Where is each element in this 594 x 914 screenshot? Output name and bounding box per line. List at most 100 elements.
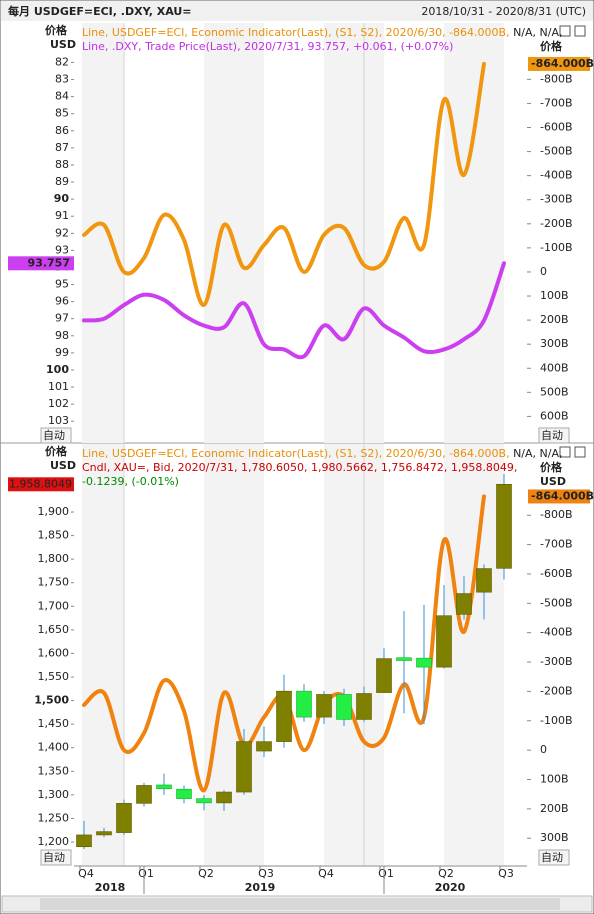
candle-body [376,658,392,693]
x-tick-label: Q4 [78,867,94,880]
left-axis-unit: USD [50,38,76,51]
scroll-thumb[interactable] [40,898,560,910]
line-series [82,494,486,793]
x-tick-label: Q1 [378,867,394,880]
y2-tick-label: 0 [540,743,547,756]
quarter-band [444,23,504,443]
y2-tick-label: -100B [540,714,573,727]
candle-body [236,741,252,793]
y2-tick-label: -800B [540,508,573,521]
panel-buttons[interactable] [559,25,586,458]
candle-body [356,693,372,720]
legend-text: Line, USDGEF=ECI, Economic Indicator(Las… [82,447,510,460]
y-tick-label: 82 [55,55,69,68]
y-tick-label: 85 [55,107,69,120]
auto-button[interactable] [538,849,570,866]
x-tick-label: Q2 [438,867,454,880]
candle-body [396,657,412,661]
y2-tick-label: 100B [540,289,569,302]
auto-button-label[interactable]: 自动 [541,429,563,442]
legend-line: Line, USDGEF=ECI, Economic Indicator(Las… [82,26,562,39]
y-tick-label: 1,900 [38,505,70,518]
x-group-label: 2020 [435,881,466,894]
left-axis-unit: USD [50,459,76,472]
y2-tick-label: -200B [540,684,573,697]
last-value-box [8,477,74,492]
quarter-band [324,23,384,443]
y2-tick-label: -600B [540,121,573,134]
y2-tick-label: -300B [540,193,573,206]
legend-line: Cndl, XAU=, Bid, 2020/7/31, 1,780.6050, … [82,461,517,474]
y-tick-label: 99 [55,346,69,359]
y-tick-label: 103 [48,414,69,427]
y-tick-label: 1,500 [34,694,69,707]
x-group-label: 2018 [95,881,126,894]
y-tick-label: 1,750 [38,576,70,589]
x-tick-label: Q4 [318,867,334,880]
y2-tick-label: -800B [540,72,573,85]
y2-tick-label: -300B [540,655,573,668]
y2-tick-label: -500B [540,596,573,609]
candle-body [256,741,272,752]
x-tick-label: Q3 [258,867,274,880]
auto-button-label[interactable]: 自动 [43,851,65,864]
y-tick-label: 96 [55,295,69,308]
restore-button[interactable] [559,25,571,37]
x-group-label: 2019 [245,881,276,894]
title-bar [1,1,593,21]
line-series [82,261,506,360]
y-tick-label: 1,250 [38,811,70,824]
y-tick-label: 101 [48,380,69,393]
y-tick-label: 98 [55,329,69,342]
candle-body [276,690,292,742]
quarter-band [204,23,264,443]
y-tick-label: 84 [55,90,69,103]
close-button[interactable] [574,25,586,37]
y2-tick-label: -600B [540,567,573,580]
y2-tick-label: 600B [540,409,569,422]
y-tick-label: 1,850 [38,529,70,542]
legend-line: -0.1239, (-0.01%) [82,475,179,488]
candle-body [436,615,452,668]
candle-body [456,593,472,615]
y-tick-label: 1,600 [38,646,70,659]
restore-button[interactable] [559,446,571,458]
y-tick-label: 91 [55,209,69,222]
candle-body [156,784,172,790]
auto-button[interactable] [40,849,72,866]
line-series [82,61,486,307]
x-tick-label: Q1 [138,867,154,880]
y-tick-label: 88 [55,158,69,171]
quarter-band [82,444,124,865]
auto-button-label[interactable]: 自动 [541,851,563,864]
y2-tick-label: -700B [540,538,573,551]
auto-button-label[interactable]: 自动 [43,429,65,442]
legend-line: Line, USDGEF=ECI, Economic Indicator(Las… [82,447,562,460]
last-value-box [8,256,74,271]
last-value-label: 1,958.8049 [9,477,72,490]
last-value-label: 93.757 [28,256,70,269]
candle-body [476,568,492,593]
y-tick-label: 1,650 [38,623,70,636]
legend-text: N/A, N/A, [510,26,563,39]
y-tick-label: 1,200 [38,835,70,848]
candle-body [176,788,192,799]
y-tick-label: 1,450 [38,717,70,730]
last-value-box [528,56,590,71]
legend-text: Line, USDGEF=ECI, Economic Indicator(Las… [82,26,510,39]
auto-button[interactable] [40,427,72,444]
auto-button[interactable] [538,427,570,444]
x-tick-label: Q2 [198,867,214,880]
close-button[interactable] [574,446,586,458]
candle-body [216,791,232,804]
y-tick-label: 100 [46,363,69,376]
y-tick-label: 1,550 [38,670,70,683]
y2-tick-label: -200B [540,217,573,230]
right-axis-unit: USD [540,475,566,488]
left-axis-title: 价格 [45,23,68,37]
y2-tick-label: 0 [540,265,547,278]
y2-tick-label: -100B [540,241,573,254]
right-axis-title: 价格 [540,460,563,474]
y-tick-label: 1,400 [38,741,70,754]
